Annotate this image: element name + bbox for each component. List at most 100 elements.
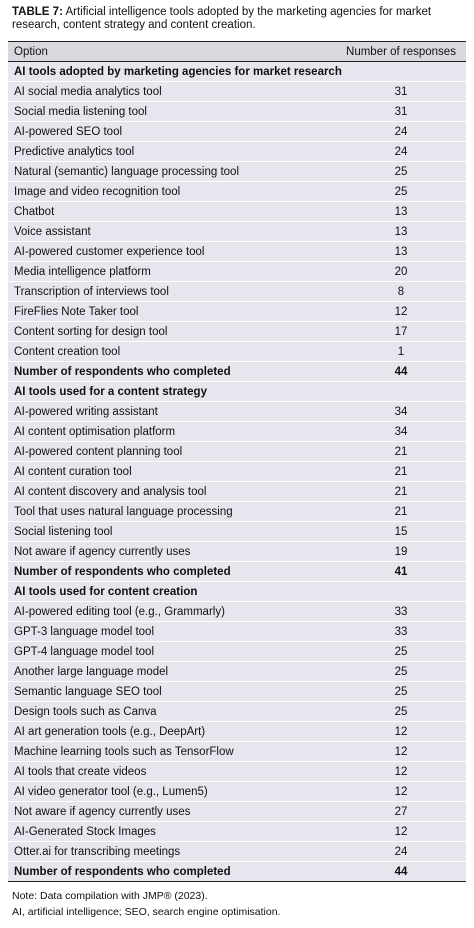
data-row: GPT-4 language model tool 25	[8, 641, 466, 662]
count-cell: 12	[336, 761, 466, 782]
count-cell: 25	[336, 701, 466, 722]
data-row: Semantic language SEO tool 25	[8, 681, 466, 702]
count-cell: 15	[336, 521, 466, 542]
data-row: Content sorting for design tool 17	[8, 321, 466, 342]
count-cell: 17	[336, 321, 466, 342]
data-row: AI-Generated Stock Images 12	[8, 821, 466, 842]
data-row: Machine learning tools such as TensorFlo…	[8, 741, 466, 762]
count-cell: 24	[336, 141, 466, 162]
count-cell: 34	[336, 421, 466, 442]
data-row: FireFlies Note Taker tool 12	[8, 301, 466, 322]
option-cell: FireFlies Note Taker tool	[8, 301, 336, 322]
data-row: Not aware if agency currently uses 19	[8, 541, 466, 562]
option-cell: Content sorting for design tool	[8, 321, 336, 342]
count-cell: 34	[336, 401, 466, 422]
data-row: AI-powered content planning tool 21	[8, 441, 466, 462]
count-cell: 33	[336, 621, 466, 642]
option-cell: AI content discovery and analysis tool	[8, 481, 336, 502]
data-row: AI tools that create videos 12	[8, 761, 466, 782]
total-count: 44	[336, 361, 466, 382]
title-label: TABLE 7:	[12, 6, 63, 18]
option-cell: GPT-3 language model tool	[8, 621, 336, 642]
option-cell: AI video generator tool (e.g., Lumen5)	[8, 781, 336, 802]
count-cell: 25	[336, 641, 466, 662]
option-cell: GPT-4 language model tool	[8, 641, 336, 662]
total-label: Number of respondents who completed	[8, 861, 336, 882]
table-body: AI tools adopted by marketing agencies f…	[8, 61, 466, 882]
data-row: Predictive analytics tool 24	[8, 141, 466, 162]
count-cell: 25	[336, 161, 466, 182]
option-cell: AI content optimisation platform	[8, 421, 336, 442]
total-row: Number of respondents who completed 41	[8, 561, 466, 582]
option-cell: AI art generation tools (e.g., DeepArt)	[8, 721, 336, 742]
option-cell: Content creation tool	[8, 341, 336, 362]
data-row: AI content curation tool 21	[8, 461, 466, 482]
data-row: AI content optimisation platform 34	[8, 421, 466, 442]
header-row: Option Number of responses	[8, 41, 466, 62]
count-cell: 25	[336, 681, 466, 702]
count-cell: 12	[336, 301, 466, 322]
data-row: Image and video recognition tool 25	[8, 181, 466, 202]
count-cell: 21	[336, 501, 466, 522]
data-row: Chatbot 13	[8, 201, 466, 222]
data-row: AI-powered editing tool (e.g., Grammarly…	[8, 601, 466, 622]
data-row: Design tools such as Canva 25	[8, 701, 466, 722]
table-title: TABLE 7: Artificial intelligence tools a…	[12, 6, 464, 32]
data-row: Media intelligence platform 20	[8, 261, 466, 282]
count-cell: 21	[336, 441, 466, 462]
count-cell: 12	[336, 821, 466, 842]
data-row: AI video generator tool (e.g., Lumen5) 12	[8, 781, 466, 802]
option-cell: Semantic language SEO tool	[8, 681, 336, 702]
data-row: Content creation tool 1	[8, 341, 466, 362]
option-cell: AI content curation tool	[8, 461, 336, 482]
total-row: Number of respondents who completed 44	[8, 861, 466, 882]
data-row: Voice assistant 13	[8, 221, 466, 242]
option-cell: Another large language model	[8, 661, 336, 682]
count-cell: 1	[336, 341, 466, 362]
note: AI, artificial intelligence; SEO, search…	[12, 906, 281, 918]
option-cell: AI-powered writing assistant	[8, 401, 336, 422]
data-row: AI content discovery and analysis tool 21	[8, 481, 466, 502]
option-cell: Image and video recognition tool	[8, 181, 336, 202]
option-cell: Media intelligence platform	[8, 261, 336, 282]
count-cell: 27	[336, 801, 466, 822]
option-cell: AI social media analytics tool	[8, 81, 336, 102]
count-cell: 33	[336, 601, 466, 622]
option-cell: Social media listening tool	[8, 101, 336, 122]
option-cell: AI-powered content planning tool	[8, 441, 336, 462]
count-cell: 25	[336, 661, 466, 682]
option-cell: Not aware if agency currently uses	[8, 801, 336, 822]
section-row: AI tools adopted by marketing agencies f…	[8, 61, 466, 82]
count-cell: 24	[336, 121, 466, 142]
header-cell: Number of responses	[336, 41, 466, 62]
table: Option Number of responses AI tools adop…	[8, 41, 466, 882]
total-row: Number of respondents who completed 44	[8, 361, 466, 382]
count-cell: 13	[336, 201, 466, 222]
count-cell: 12	[336, 781, 466, 802]
option-cell: Otter.ai for transcribing meetings	[8, 841, 336, 862]
option-cell: Predictive analytics tool	[8, 141, 336, 162]
option-cell: Chatbot	[8, 201, 336, 222]
count-cell: 21	[336, 481, 466, 502]
data-row: AI-powered writing assistant 34	[8, 401, 466, 422]
count-cell: 24	[336, 841, 466, 862]
count-cell: 12	[336, 741, 466, 762]
data-row: Social listening tool 15	[8, 521, 466, 542]
section-row: AI tools used for content creation	[8, 581, 466, 602]
count-cell: 12	[336, 721, 466, 742]
total-label: Number of respondents who completed	[8, 361, 336, 382]
option-cell: AI-powered editing tool (e.g., Grammarly…	[8, 601, 336, 622]
count-cell: 13	[336, 241, 466, 262]
option-cell: Natural (semantic) language processing t…	[8, 161, 336, 182]
data-row: AI-powered SEO tool 24	[8, 121, 466, 142]
data-row: AI-powered customer experience tool 13	[8, 241, 466, 262]
option-cell: Voice assistant	[8, 221, 336, 242]
notes: Note: Data compilation with JMP® (2023).…	[12, 888, 280, 920]
count-cell: 8	[336, 281, 466, 302]
count-cell: 20	[336, 261, 466, 282]
count-cell: 25	[336, 181, 466, 202]
data-row: Transcription of interviews tool 8	[8, 281, 466, 302]
data-row: GPT-3 language model tool 33	[8, 621, 466, 642]
table-header: Option Number of responses	[8, 41, 466, 62]
